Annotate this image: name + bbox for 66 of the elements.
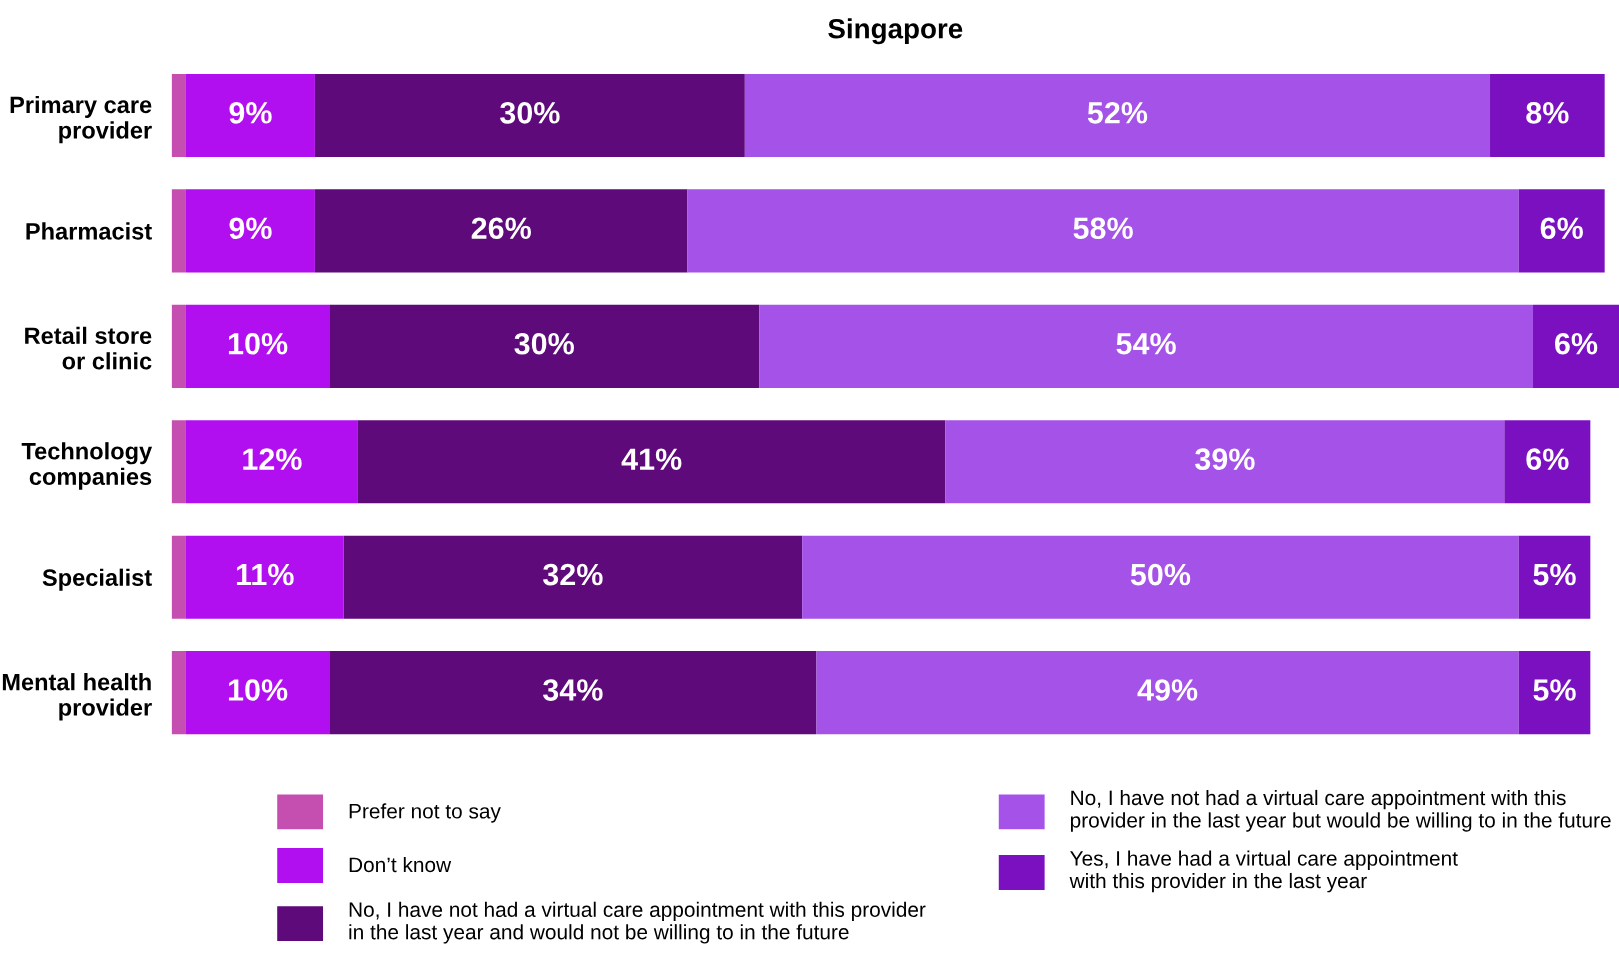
- bar: [171, 535, 186, 619]
- y-tick-label: Retail store or clinic: [25, 326, 152, 370]
- bar: [1518, 651, 1591, 735]
- bar: [171, 651, 186, 735]
- y-tick-label: Mental health provider: [2, 673, 152, 721]
- bar: [314, 189, 688, 273]
- bar: [314, 73, 745, 157]
- data-label: 30%: [500, 102, 560, 124]
- data-label: 26%: [471, 217, 531, 240]
- bar: [744, 73, 1491, 157]
- data-label: 50%: [1130, 563, 1191, 586]
- data-label: 11%: [236, 563, 294, 586]
- bar: [329, 304, 760, 388]
- bar: [816, 651, 1519, 735]
- data-label: 5%: [1533, 679, 1576, 701]
- bar: [185, 535, 344, 619]
- data-label: 52%: [1087, 102, 1148, 124]
- data-label: 6%: [1526, 448, 1569, 470]
- bar: [343, 535, 803, 619]
- bar: [185, 651, 330, 735]
- bar: [759, 304, 1534, 388]
- data-label: 32%: [542, 563, 603, 586]
- legend-label: No, I have not had a virtual care appointment with this provider in the last year and would not be willing to in the future: [349, 901, 926, 944]
- data-label: 39%: [1195, 448, 1255, 471]
- data-label: 41%: [621, 448, 682, 470]
- bar: [1490, 73, 1605, 157]
- bar: [1504, 420, 1591, 504]
- data-label: 10%: [228, 679, 288, 701]
- y-tick-label: Primary care provider: [10, 95, 152, 144]
- bar: [329, 651, 817, 735]
- data-label: 10%: [228, 332, 288, 355]
- bar: [185, 304, 330, 388]
- bar: [1518, 189, 1605, 273]
- y-tick-label: Specialist: [42, 568, 152, 591]
- data-label: 8%: [1526, 102, 1569, 124]
- bar: [171, 304, 186, 388]
- chart-title: Singapore: [828, 18, 963, 45]
- data-label: 34%: [542, 679, 603, 701]
- data-label: 30%: [514, 332, 574, 355]
- data-label: 9%: [229, 217, 272, 240]
- data-label: 54%: [1116, 332, 1176, 355]
- bar: [1518, 535, 1591, 619]
- bar: [185, 189, 315, 273]
- legend-label: Yes, I have had a virtual care appointment with this provider in the last year: [1069, 850, 1458, 893]
- bar: [171, 420, 186, 504]
- data-label: 5%: [1533, 563, 1576, 586]
- data-label: 6%: [1555, 332, 1598, 355]
- data-label: 12%: [243, 448, 302, 470]
- bar: [802, 535, 1519, 619]
- bar: [171, 73, 186, 157]
- data-label: 58%: [1073, 217, 1133, 240]
- y-tick-label: Technology companies: [21, 442, 153, 490]
- legend-label: Prefer not to say: [349, 803, 501, 823]
- bar: [171, 189, 186, 273]
- bar: [687, 189, 1519, 273]
- y-tick-label: Pharmacist: [26, 222, 152, 240]
- data-label: 6%: [1540, 217, 1583, 240]
- bar: [1533, 304, 1619, 388]
- legend-label: No, I have not had a virtual care appointment with this provider in the last year but would be willing to in the future: [1070, 789, 1611, 832]
- legend-label: Don’t know: [349, 856, 452, 873]
- data-label: 9%: [229, 102, 272, 124]
- bar: [185, 420, 358, 504]
- bar: [185, 73, 315, 157]
- bar: [357, 420, 946, 504]
- bar: [945, 420, 1505, 504]
- data-label: 49%: [1137, 679, 1198, 701]
